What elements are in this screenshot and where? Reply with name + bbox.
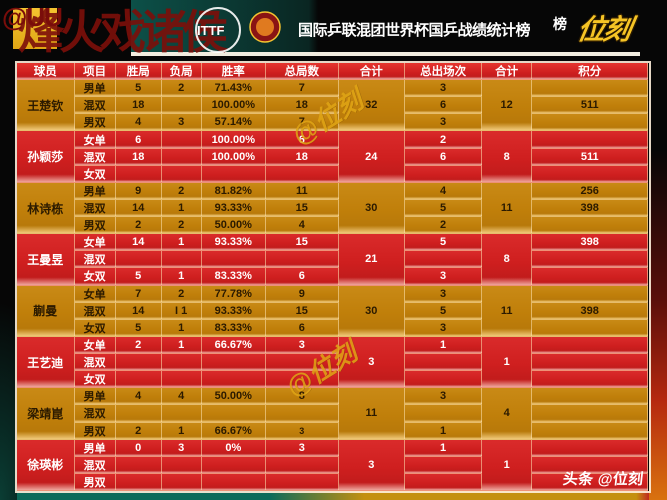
svg-text:ITTF: ITTF xyxy=(197,23,224,38)
